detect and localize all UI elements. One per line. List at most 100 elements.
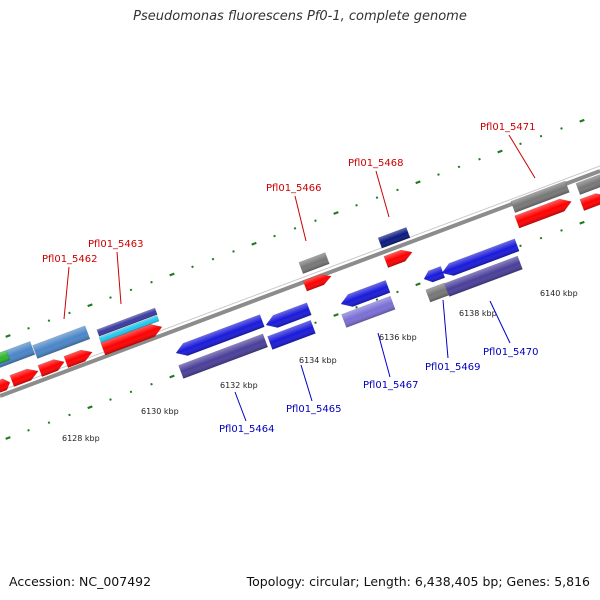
feature-shading (9, 368, 39, 387)
feature-shading (63, 349, 93, 368)
feature-block (63, 349, 93, 368)
kbp-tick-label: 6140 kbp (540, 289, 578, 298)
feature-shading (37, 359, 65, 377)
feature-block (98, 315, 160, 344)
tick-mark-upper (251, 241, 257, 246)
feature-block (100, 324, 163, 356)
feature-block (267, 319, 316, 350)
kbp-tick-label: 6138 kbp (459, 309, 497, 318)
feature-shading (444, 256, 523, 297)
feature-shading (442, 238, 520, 276)
feature-shading (298, 252, 330, 274)
feature-block (341, 295, 396, 328)
tick-mark-upper (497, 149, 503, 154)
feature-block (175, 314, 265, 356)
tick-mark-upper (396, 188, 399, 192)
backbone-highlight (0, 165, 600, 392)
tick-mark-lower (519, 244, 522, 248)
feature-shading (96, 307, 158, 337)
kbp-tick-label: 6130 kbp (141, 407, 179, 416)
feature-shading (266, 302, 312, 328)
tick-mark-upper (293, 227, 297, 230)
tick-mark-upper (191, 265, 194, 269)
tick-mark-upper (27, 327, 30, 330)
label-leader-line (442, 299, 449, 359)
feature-block (383, 249, 413, 268)
feature-label: Pfl01_5471 (480, 122, 536, 133)
label-leader-line (377, 332, 391, 378)
genome-backbone (0, 165, 600, 398)
feature-labels: Pfl01_5462 Pfl01_5463 Pfl01_5466 Pfl01_5468… (42, 122, 539, 435)
tick-mark-upper (539, 134, 543, 138)
tick-mark-upper (129, 288, 133, 292)
tick-mark-lower (355, 306, 358, 309)
label-leader-line (294, 195, 307, 242)
tick-mark-lower (27, 429, 30, 432)
label-leader-line (489, 300, 511, 344)
feature-shading (514, 199, 572, 229)
feature-block (0, 378, 11, 394)
feature-block (298, 252, 330, 274)
tick-mark-lower (333, 313, 339, 317)
tick-mark-lower (109, 398, 112, 401)
tick-mark-upper (109, 296, 112, 299)
tick-mark-upper (415, 180, 421, 185)
feature-block (96, 307, 158, 337)
feature-block (0, 350, 11, 366)
tick-mark-upper (273, 234, 276, 238)
label-leader-line (508, 134, 536, 179)
feature-block (514, 198, 572, 229)
feature-label: Pfl01_5462 (42, 254, 98, 265)
feature-label: Pfl01_5470 (483, 347, 539, 358)
feature-shading (510, 181, 570, 213)
tick-mark-upper (314, 219, 317, 222)
tick-mark-lower (579, 220, 585, 225)
feature-shading (575, 172, 600, 195)
feature-shading (32, 325, 90, 359)
feature-shading (0, 350, 10, 365)
tick-mark-lower (87, 405, 93, 410)
feature-shading (100, 324, 162, 356)
feature-shading (0, 378, 10, 394)
feature-block (178, 333, 269, 379)
tick-mark-upper (150, 280, 153, 284)
tick-mark-upper (519, 142, 522, 146)
feature-block (510, 180, 570, 213)
feature-block (9, 368, 39, 387)
feature-shading (341, 280, 391, 307)
tick-mark-lower (47, 421, 51, 424)
feature-shading (383, 249, 413, 268)
tick-mark-upper (579, 118, 585, 123)
tick-mark-upper (333, 211, 339, 215)
tick-mark-upper (211, 257, 215, 261)
tick-mark-lower (539, 236, 543, 240)
accession-text: Accession: NC_007492 (9, 574, 152, 589)
feature-shading (341, 296, 396, 328)
feature-block (575, 172, 600, 195)
label-leader-line (116, 251, 122, 305)
feature-label: Pfl01_5465 (286, 404, 342, 415)
tick-mark-upper (232, 250, 235, 253)
label-leader-line (300, 364, 313, 402)
tick-mark-lower (68, 413, 71, 417)
label-leader-line (63, 266, 70, 320)
tick-mark-upper (437, 173, 440, 176)
tick-mark-lower (129, 390, 133, 394)
tick-mark-upper (47, 319, 51, 322)
feature-block (32, 325, 91, 359)
feature-shading (303, 274, 332, 292)
tick-mark-lower (314, 321, 317, 324)
feature-shading (176, 314, 265, 356)
tick-mark-lower (415, 282, 421, 287)
tick-mark-upper (355, 204, 358, 207)
feature-shading (425, 282, 450, 303)
tick-marks: 6128 kbp 6130 kbp 6132 kbp 6134 kbp 6136 kbp… (5, 118, 585, 443)
feature-shading (98, 315, 160, 343)
genome-summary: Topology: circular; Length: 6,438,405 bp… (246, 574, 590, 589)
feature-block (441, 238, 520, 276)
kbp-tick-label: 6128 kbp (62, 434, 100, 443)
tick-mark-upper (5, 334, 11, 338)
label-leader-line (234, 391, 247, 422)
feature-block (423, 266, 446, 283)
